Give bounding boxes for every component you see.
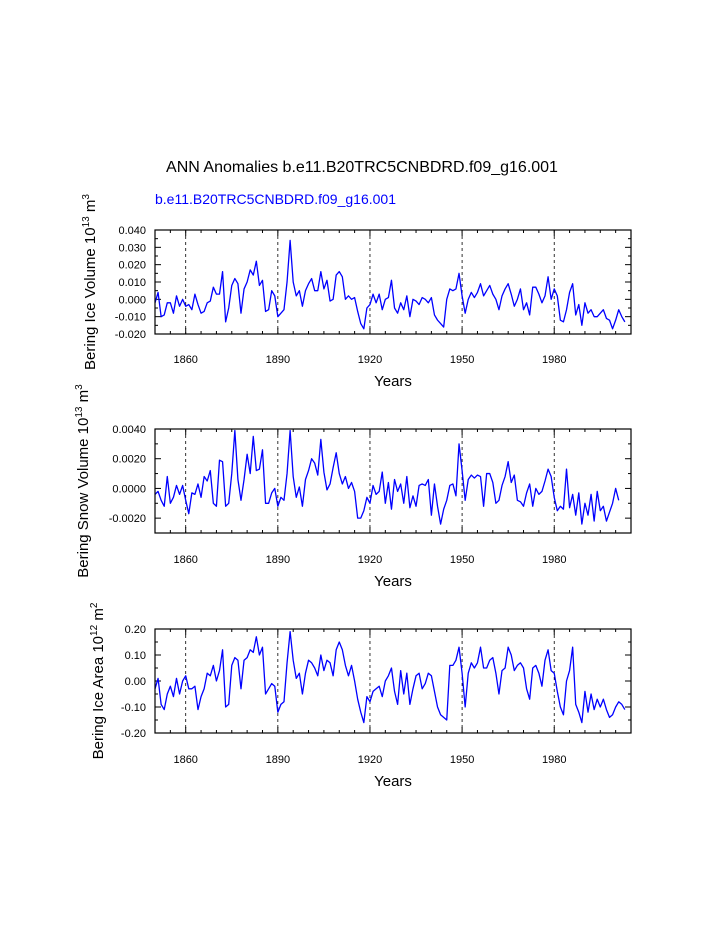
figure-title: ANN Anomalies b.e11.B20TRC5CNBDRD.f09_g1… bbox=[166, 159, 558, 176]
x-tick-label: 1890 bbox=[266, 554, 290, 566]
series-line bbox=[154, 239, 626, 330]
x-tick-label: 1980 bbox=[542, 754, 566, 766]
y-tick-label: -0.20 bbox=[121, 728, 146, 740]
plot-frame bbox=[154, 428, 632, 534]
x-tick-label: 1860 bbox=[173, 554, 197, 566]
y-axis-label-text: Bering Ice Volume 10 bbox=[82, 227, 99, 370]
y-axis-label: Bering Ice Volume 1013 m3 bbox=[81, 194, 99, 370]
x-tick-label: 1950 bbox=[450, 554, 474, 566]
x-tick-label: 1950 bbox=[450, 354, 474, 366]
plot-frame bbox=[154, 628, 632, 734]
y-tick-label: 0.0020 bbox=[112, 454, 146, 466]
y-axis-label-superscript: 2 bbox=[89, 602, 100, 608]
x-tick-label: 1950 bbox=[450, 754, 474, 766]
x-axis-label: Years bbox=[374, 373, 412, 390]
x-tick-label: 1860 bbox=[173, 754, 197, 766]
x-tick-label: 1980 bbox=[542, 354, 566, 366]
x-tick-label: 1920 bbox=[358, 554, 382, 566]
y-axis-label-superscript: 13 bbox=[74, 406, 85, 418]
x-tick-label: 1890 bbox=[266, 754, 290, 766]
x-axis-label: Years bbox=[374, 773, 412, 790]
y-tick-label: 0.20 bbox=[125, 624, 146, 636]
y-axis-label-superscript: 12 bbox=[89, 624, 100, 636]
case-label: b.e11.B20TRC5CNBDRD.f09_g16.001 bbox=[155, 191, 396, 207]
y-tick-label: -0.0020 bbox=[109, 513, 146, 525]
y-tick-label: 0.0040 bbox=[112, 424, 146, 436]
y-tick-label: 0.0000 bbox=[112, 483, 146, 495]
y-tick-label: 0.010 bbox=[118, 277, 146, 289]
y-axis-label-superscript: 3 bbox=[74, 384, 85, 390]
series-line bbox=[154, 630, 626, 724]
x-tick-label: 1860 bbox=[173, 354, 197, 366]
y-tick-label: -0.020 bbox=[115, 329, 146, 341]
y-tick-label: 0.10 bbox=[125, 650, 146, 662]
y-axis-label-text: m bbox=[82, 200, 99, 217]
y-tick-label: 0.040 bbox=[118, 225, 146, 237]
y-axis-label-superscript: 13 bbox=[81, 216, 92, 228]
y-axis-label: Bering Ice Area 1012 m2 bbox=[89, 602, 107, 759]
y-axis-label-text: m bbox=[90, 608, 107, 625]
y-axis-label-text: Bering Snow Volume 10 bbox=[75, 418, 92, 578]
y-tick-label: 0.00 bbox=[125, 676, 146, 688]
x-tick-label: 1920 bbox=[358, 754, 382, 766]
y-tick-label: -0.010 bbox=[115, 312, 146, 324]
x-tick-label: 1980 bbox=[542, 554, 566, 566]
y-tick-label: -0.10 bbox=[121, 702, 146, 714]
chart-panel-3: -0.20 -0.10 0.00 0.10 0.20 1860 1890 1920 1950 19… bbox=[89, 602, 632, 790]
x-tick-label: 1890 bbox=[266, 354, 290, 366]
y-tick-label: 0.030 bbox=[118, 242, 146, 254]
y-axis-label: Bering Snow Volume 1013 m3 bbox=[74, 384, 92, 578]
x-tick-label: 1920 bbox=[358, 354, 382, 366]
series-line bbox=[154, 429, 620, 525]
y-axis-label-text: Bering Ice Area 10 bbox=[90, 636, 107, 759]
y-axis-label-superscript: 3 bbox=[81, 194, 92, 200]
chart-panels: -0.020 -0.010 0.000 0.010 0.020 0.030 0.040 186… bbox=[74, 194, 632, 790]
x-axis-label: Years bbox=[374, 573, 412, 590]
y-tick-label: 0.000 bbox=[118, 294, 146, 306]
chart-panel-1: -0.020 -0.010 0.000 0.010 0.020 0.030 0.040 186… bbox=[81, 194, 632, 390]
y-tick-label: 0.020 bbox=[118, 260, 146, 272]
chart-panel-2: -0.0020 0.0000 0.0020 0.0040 1860 1890 1920 195… bbox=[74, 384, 632, 590]
plot-frame bbox=[154, 229, 632, 335]
y-axis-label-text: m bbox=[75, 390, 92, 407]
